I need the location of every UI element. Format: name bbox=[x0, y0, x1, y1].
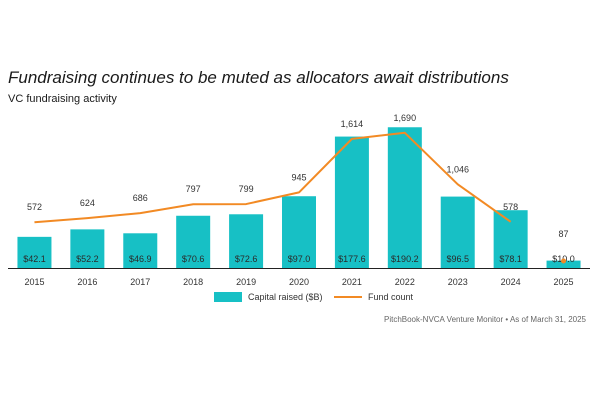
bar-label-2018: $70.6 bbox=[182, 254, 205, 264]
bar-label-2024: $78.1 bbox=[499, 254, 522, 264]
line-label-2025: 87 bbox=[559, 229, 569, 239]
line-label-2016: 624 bbox=[80, 198, 95, 208]
legend-label-capital: Capital raised ($B) bbox=[248, 292, 323, 302]
x-tick-label-2016: 2016 bbox=[77, 277, 97, 287]
bar-label-2019: $72.6 bbox=[235, 254, 258, 264]
x-tick-label-2015: 2015 bbox=[24, 277, 44, 287]
chart-subtitle: VC fundraising activity bbox=[8, 93, 117, 105]
bar-2018 bbox=[176, 215, 211, 268]
line-label-2018: 797 bbox=[186, 184, 201, 194]
line-label-2020: 945 bbox=[291, 172, 306, 182]
x-tick-label-2021: 2021 bbox=[342, 277, 362, 287]
bar-2016 bbox=[70, 229, 105, 268]
line-label-2015: 572 bbox=[27, 202, 42, 212]
bar-label-2020: $97.0 bbox=[288, 254, 311, 264]
bar-2020 bbox=[282, 196, 316, 268]
bar-2017 bbox=[123, 233, 158, 268]
legend-label-fund-count: Fund count bbox=[368, 292, 414, 302]
bar-label-2016: $52.2 bbox=[76, 254, 99, 264]
bar-label-2022: $190.2 bbox=[391, 254, 419, 264]
x-tick-label-2025: 2025 bbox=[554, 277, 574, 287]
bar-2021 bbox=[334, 136, 369, 268]
fund-count-point-2025 bbox=[561, 258, 567, 264]
source-note: PitchBook-NVCA Venture Monitor • As of M… bbox=[383, 315, 586, 324]
bar-2022 bbox=[387, 127, 422, 268]
bar-2025 bbox=[546, 260, 581, 268]
fund-count-line bbox=[34, 131, 512, 224]
line-label-2023: 1,046 bbox=[446, 164, 469, 174]
x-tick-label-2023: 2023 bbox=[448, 277, 468, 287]
bar-label-2023: $96.5 bbox=[446, 254, 469, 264]
bar-2019 bbox=[229, 214, 264, 268]
bar-2023 bbox=[440, 196, 475, 268]
bar-label-2021: $177.6 bbox=[338, 254, 366, 264]
line-label-2021: 1,614 bbox=[341, 119, 364, 129]
x-tick-label-2020: 2020 bbox=[289, 277, 309, 287]
line-label-2019: 799 bbox=[239, 184, 254, 194]
x-tick-label-2017: 2017 bbox=[130, 277, 150, 287]
line-label-2017: 686 bbox=[133, 193, 148, 203]
x-tick-label-2024: 2024 bbox=[501, 277, 521, 287]
chart-title: Fundraising continues to be muted as all… bbox=[8, 68, 509, 87]
bar-label-2017: $46.9 bbox=[129, 254, 152, 264]
bar-2015 bbox=[17, 236, 52, 268]
line-label-2022: 1,690 bbox=[394, 113, 417, 123]
x-tick-label-2019: 2019 bbox=[236, 277, 256, 287]
bar-label-2015: $42.1 bbox=[23, 254, 46, 264]
x-tick-label-2018: 2018 bbox=[183, 277, 203, 287]
legend-swatch-capital bbox=[214, 292, 242, 302]
line-label-2024: 578 bbox=[503, 202, 518, 212]
bar-2024 bbox=[493, 210, 528, 268]
x-tick-label-2022: 2022 bbox=[395, 277, 415, 287]
